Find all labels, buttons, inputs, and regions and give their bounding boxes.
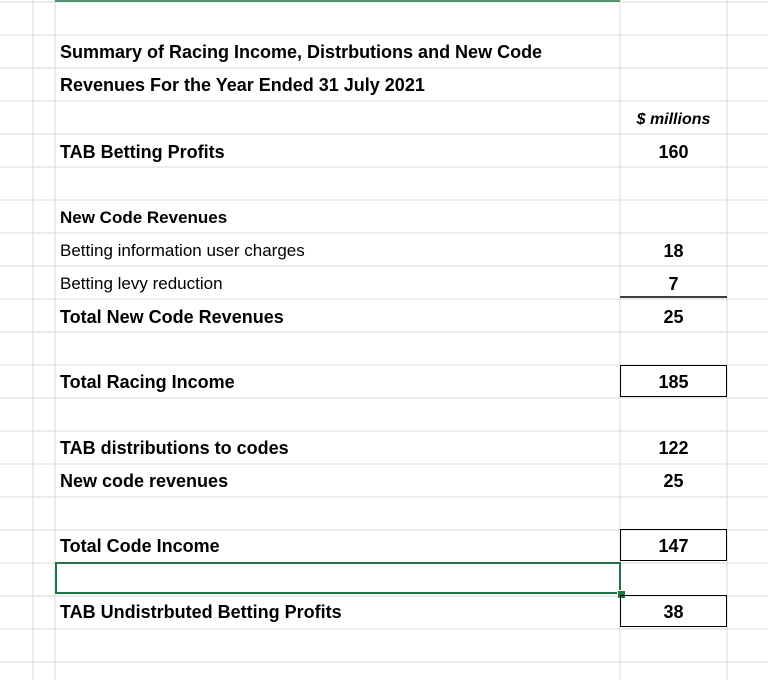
row-label-tab-undistributed-profits: TAB Undistrbuted Betting Profits [60, 602, 342, 622]
row-value-betting-info-charges: 18 [663, 241, 684, 261]
row-value-total-racing-income: 185 [620, 365, 727, 397]
row-value-total-new-code-revenues: 25 [663, 307, 684, 327]
report-title-line2: Revenues For the Year Ended 31 July 2021 [60, 75, 425, 95]
row-value-tab-betting-profits: 160 [658, 142, 689, 162]
row-label-new-code-revenues: New code revenues [60, 471, 229, 491]
row-value-total-code-income: 147 [620, 529, 727, 561]
row-value-tab-distributions: 122 [658, 438, 689, 458]
selected-cell[interactable] [55, 562, 621, 594]
row-value-betting-levy-reduction: 7 [668, 274, 679, 294]
fill-handle[interactable] [617, 590, 626, 599]
report-title-line1: Summary of Racing Income, Distrbutions a… [60, 42, 543, 62]
row-label-tab-betting-profits: TAB Betting Profits [60, 142, 225, 162]
row-value-tab-undistributed-profits: 38 [620, 595, 727, 627]
row-label-betting-levy-reduction: Betting levy reduction [60, 274, 223, 293]
unit-header: $ millions [636, 111, 711, 128]
row-label-new-code-revenues-heading: New Code Revenues [60, 208, 228, 227]
row-label-tab-distributions: TAB distributions to codes [60, 438, 289, 458]
row-value-new-code-revenues: 25 [663, 471, 684, 491]
row-label-total-new-code-revenues: Total New Code Revenues [60, 307, 284, 327]
row-label-total-racing-income: Total Racing Income [60, 372, 235, 392]
row-label-total-code-income: Total Code Income [60, 536, 220, 556]
row-label-betting-info-charges: Betting information user charges [60, 241, 305, 260]
